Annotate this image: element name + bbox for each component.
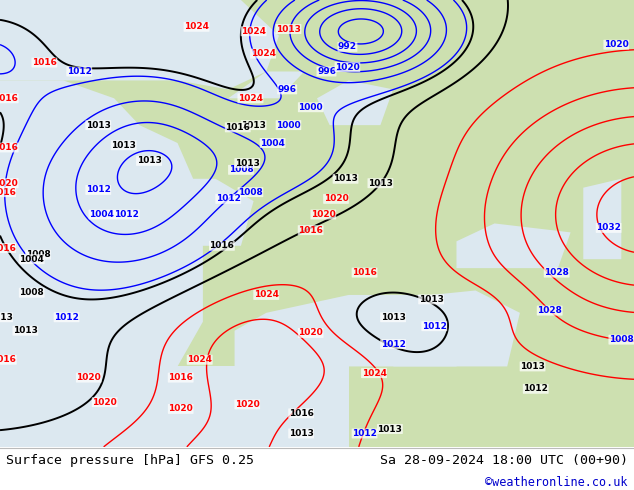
Text: 1013: 1013 (235, 159, 260, 168)
Text: 1020: 1020 (168, 404, 193, 414)
Text: 992: 992 (338, 43, 357, 51)
Text: 1013: 1013 (418, 295, 444, 304)
Text: 1008: 1008 (228, 165, 254, 174)
Text: 996: 996 (317, 67, 336, 76)
Text: 1016: 1016 (0, 188, 16, 196)
Text: 1012: 1012 (86, 185, 111, 195)
Text: 1024: 1024 (361, 368, 387, 378)
Polygon shape (235, 295, 469, 367)
Text: 1016: 1016 (0, 244, 16, 252)
Polygon shape (393, 291, 520, 367)
Text: 1013: 1013 (241, 121, 266, 130)
Text: 1028: 1028 (537, 306, 562, 315)
Text: 1016: 1016 (288, 409, 314, 418)
Text: 1016: 1016 (0, 355, 16, 364)
Text: 1013: 1013 (13, 326, 38, 335)
Polygon shape (0, 0, 279, 89)
Text: 1016: 1016 (298, 225, 323, 235)
Text: 1020: 1020 (311, 210, 336, 219)
Text: 1016: 1016 (168, 373, 193, 382)
Text: 1013: 1013 (276, 24, 301, 33)
Text: 1020: 1020 (92, 398, 117, 407)
Text: 996: 996 (278, 85, 297, 94)
Polygon shape (0, 0, 634, 447)
Text: 1020: 1020 (0, 179, 18, 188)
Text: 1008: 1008 (19, 288, 44, 297)
Text: 1012: 1012 (352, 429, 377, 438)
Text: Sa 28-09-2024 18:00 UTC (00+90): Sa 28-09-2024 18:00 UTC (00+90) (380, 454, 628, 467)
Text: 1008: 1008 (25, 250, 51, 259)
Text: 1024: 1024 (250, 49, 276, 58)
Text: 1008: 1008 (238, 188, 263, 196)
Text: 1013: 1013 (368, 179, 393, 188)
Text: 1012: 1012 (67, 67, 92, 76)
Text: 1024: 1024 (238, 94, 263, 103)
Text: 1016: 1016 (0, 94, 18, 103)
Text: 1024: 1024 (184, 23, 209, 31)
Polygon shape (0, 367, 349, 447)
Text: 1012: 1012 (380, 340, 406, 348)
Text: 1020: 1020 (335, 63, 360, 72)
Text: 1016: 1016 (0, 143, 18, 152)
Text: 1013: 1013 (111, 141, 136, 150)
Text: 1013: 1013 (288, 429, 314, 438)
Text: 1013: 1013 (0, 313, 13, 322)
Polygon shape (583, 179, 621, 259)
Polygon shape (456, 223, 571, 268)
Text: 1000: 1000 (299, 103, 323, 112)
Text: 1016: 1016 (225, 123, 250, 132)
Polygon shape (228, 72, 304, 98)
Text: 1024: 1024 (254, 291, 279, 299)
Text: 1013: 1013 (86, 121, 111, 130)
Text: 1020: 1020 (76, 373, 101, 382)
Text: 1012: 1012 (54, 313, 79, 322)
Text: 1028: 1028 (544, 268, 569, 277)
Text: 1016: 1016 (209, 241, 235, 250)
Text: ©weatheronline.co.uk: ©weatheronline.co.uk (485, 476, 628, 489)
Polygon shape (317, 80, 393, 125)
Text: 1008: 1008 (609, 335, 634, 344)
Text: Surface pressure [hPa] GFS 0.25: Surface pressure [hPa] GFS 0.25 (6, 454, 254, 467)
Text: 1013: 1013 (380, 313, 406, 322)
Text: 1020: 1020 (298, 328, 323, 338)
Text: 1024: 1024 (187, 355, 212, 364)
Text: 1012: 1012 (216, 195, 241, 203)
Text: 1032: 1032 (596, 223, 621, 232)
Text: 1004: 1004 (89, 210, 114, 219)
Text: 1013: 1013 (136, 156, 162, 166)
Text: 1013: 1013 (377, 424, 403, 434)
Text: 1012: 1012 (422, 322, 447, 331)
Polygon shape (0, 80, 203, 367)
Text: 1012: 1012 (114, 210, 139, 219)
Text: 1016: 1016 (32, 58, 57, 67)
Text: 1016: 1016 (352, 268, 377, 277)
Text: 1020: 1020 (235, 400, 260, 409)
Text: 1024: 1024 (241, 27, 266, 36)
Text: 1004: 1004 (260, 139, 285, 147)
Polygon shape (178, 179, 254, 246)
Text: 1013: 1013 (520, 362, 545, 371)
Text: 1000: 1000 (276, 121, 301, 130)
Text: 1020: 1020 (604, 40, 629, 49)
Text: 1020: 1020 (323, 195, 349, 203)
Text: 1004: 1004 (19, 255, 44, 264)
Text: 1013: 1013 (333, 174, 358, 183)
Text: 1012: 1012 (523, 384, 548, 393)
